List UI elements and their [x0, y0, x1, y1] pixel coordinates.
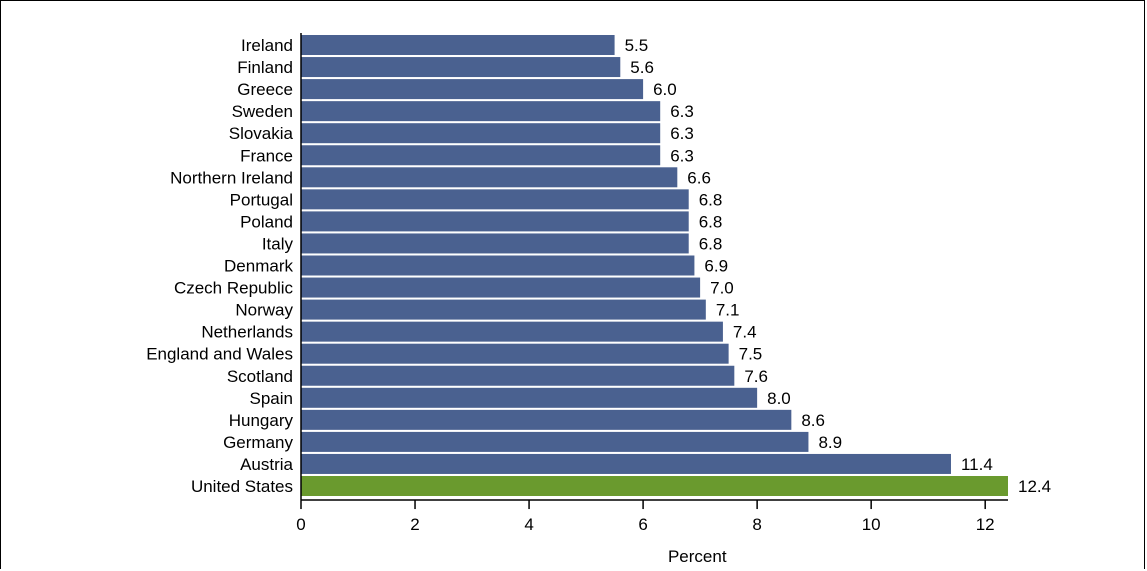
bar-ireland [301, 35, 615, 55]
category-label-northern-ireland: Northern Ireland [170, 168, 293, 187]
bar-poland [301, 211, 689, 232]
category-label-portugal: Portugal [230, 190, 293, 209]
category-label-austria: Austria [240, 455, 293, 474]
category-label-italy: Italy [262, 234, 294, 253]
bar-austria [301, 453, 951, 474]
x-tick-label-4: 4 [524, 515, 533, 534]
bar-greece [301, 79, 644, 100]
value-label-poland: 6.8 [699, 212, 723, 231]
bar-northern-ireland [301, 167, 678, 188]
bar-united-states [301, 476, 1008, 496]
bar-finland [301, 57, 621, 78]
bar-france [301, 145, 661, 166]
value-label-germany: 8.9 [818, 433, 842, 452]
category-label-germany: Germany [223, 433, 293, 452]
x-ticks: 0 2 4 6 8 10 12 [296, 500, 995, 534]
bars-layer [301, 35, 1008, 496]
bar-denmark [301, 255, 695, 276]
x-tick-label-8: 8 [752, 515, 761, 534]
bar-germany [301, 431, 809, 452]
value-label-northern-ireland: 6.6 [687, 168, 711, 187]
value-labels: 5.5 5.6 6.0 6.3 6.3 6.3 6.6 6.8 6.8 6.8 6.9 7.0 7.1 7… [625, 36, 1052, 496]
category-label-france: France [240, 146, 293, 165]
x-axis-title: Percent [668, 547, 727, 566]
bar-czech-republic [301, 277, 701, 298]
bar-sweden [301, 101, 661, 122]
category-label-norway: Norway [235, 301, 293, 320]
bar-hungary [301, 409, 792, 430]
value-label-slovakia: 6.3 [670, 124, 694, 143]
value-label-greece: 6.0 [653, 80, 677, 99]
category-label-united-states: United States [191, 477, 293, 496]
x-tick-label-0: 0 [296, 515, 305, 534]
bar-slovakia [301, 123, 661, 144]
category-label-england-and-wales: England and Wales [146, 345, 293, 364]
value-label-portugal: 6.8 [699, 190, 723, 209]
value-label-ireland: 5.5 [625, 36, 649, 55]
value-label-denmark: 6.9 [704, 257, 728, 276]
x-tick-label-12: 12 [976, 515, 995, 534]
value-label-austria: 11.4 [961, 455, 993, 474]
category-label-sweden: Sweden [232, 102, 293, 121]
value-label-england-and-wales: 7.5 [739, 345, 763, 364]
value-label-finland: 5.6 [630, 58, 654, 77]
value-label-netherlands: 7.4 [733, 323, 757, 342]
bar-norway [301, 299, 706, 320]
category-label-greece: Greece [237, 80, 293, 99]
x-tick-label-6: 6 [638, 515, 647, 534]
bar-portugal [301, 189, 689, 210]
category-label-ireland: Ireland [241, 36, 293, 55]
bar-netherlands [301, 321, 723, 342]
category-label-hungary: Hungary [229, 411, 294, 430]
bar-spain [301, 387, 758, 408]
category-label-slovakia: Slovakia [229, 124, 294, 143]
x-tick-label-2: 2 [410, 515, 419, 534]
bar-england-and-wales [301, 343, 729, 364]
value-label-norway: 7.1 [716, 301, 740, 320]
value-label-spain: 8.0 [767, 389, 791, 408]
value-label-hungary: 8.6 [801, 411, 825, 430]
value-label-sweden: 6.3 [670, 102, 694, 121]
category-label-poland: Poland [240, 212, 293, 231]
category-label-scotland: Scotland [227, 367, 293, 386]
bar-scotland [301, 365, 735, 386]
x-axis [300, 33, 1008, 501]
value-label-france: 6.3 [670, 146, 694, 165]
category-label-spain: Spain [250, 389, 293, 408]
value-label-italy: 6.8 [699, 234, 723, 253]
category-label-denmark: Denmark [224, 257, 293, 276]
category-labels: Ireland Finland Greece Sweden Slovakia France… [146, 36, 293, 496]
bar-italy [301, 233, 689, 254]
category-label-czech-republic: Czech Republic [174, 279, 294, 298]
value-label-scotland: 7.6 [744, 367, 768, 386]
x-tick-label-10: 10 [862, 515, 881, 534]
category-label-finland: Finland [237, 58, 293, 77]
value-label-united-states: 12.4 [1018, 477, 1051, 496]
category-label-netherlands: Netherlands [201, 323, 293, 342]
value-label-czech-republic: 7.0 [710, 279, 734, 298]
